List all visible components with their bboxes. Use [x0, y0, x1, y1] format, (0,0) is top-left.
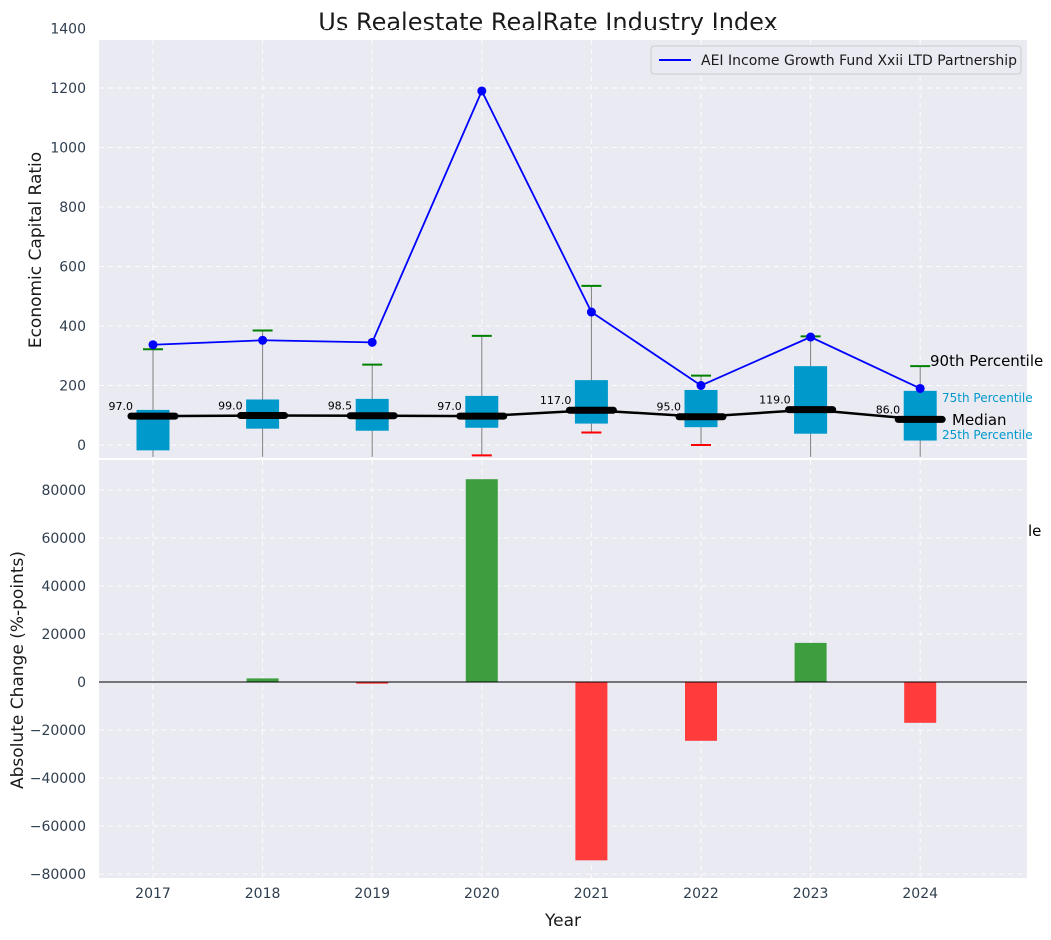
median-value-label: 99.0 — [218, 400, 243, 413]
x-tick-label: 2021 — [574, 886, 610, 902]
bottom-y-tick-label: 60000 — [41, 531, 86, 547]
top-y-tick-label: 1200 — [50, 81, 86, 97]
annotation-75th-percentile: 75th Percentile — [942, 391, 1033, 405]
x-tick-label: 2020 — [464, 886, 500, 902]
bottom-y-tick-label: 80000 — [41, 483, 86, 499]
x-tick-label: 2018 — [245, 886, 281, 902]
bottom-y-tick-label: 40000 — [41, 579, 86, 595]
top-y-tick-label: 200 — [59, 379, 86, 395]
median-value-label: 86.0 — [876, 403, 901, 416]
bottom-y-tick-label: −60000 — [30, 819, 86, 835]
x-tick-label: 2022 — [683, 886, 719, 902]
bottom-plot-area — [99, 460, 1027, 878]
legend: AEI Income Growth Fund Xxii LTD Partners… — [650, 45, 1022, 75]
annotation-clipped: le — [1028, 522, 1041, 540]
median-value-label: 119.0 — [759, 394, 791, 407]
top-y-tick-label: 1400 — [50, 22, 86, 38]
median-value-label: 117.0 — [540, 394, 572, 407]
top-y-tick-label: 0 — [77, 438, 86, 454]
change-bar — [356, 682, 389, 684]
interquartile-box — [465, 395, 499, 428]
change-bar — [246, 678, 279, 682]
legend-label: AEI Income Growth Fund Xxii LTD Partners… — [701, 53, 1017, 69]
annotation-median: Median — [952, 411, 1007, 429]
median-value-label: 95.0 — [657, 401, 682, 414]
company-series-line — [152, 88, 921, 390]
company-data-point — [148, 340, 158, 350]
median-value-label: 97.0 — [437, 400, 462, 413]
company-data-point — [477, 86, 487, 96]
bottom-y-tick-label: −80000 — [30, 867, 86, 883]
change-bar — [685, 682, 717, 741]
x-tick-label: 2023 — [793, 886, 829, 902]
top-y-tick-label: 600 — [59, 260, 86, 276]
change-bar — [904, 682, 937, 723]
annotation-90th-percentile: 90th Percentile — [930, 352, 1043, 370]
company-data-point — [915, 383, 925, 393]
company-data-point — [806, 332, 816, 342]
top-y-tick-label: 400 — [59, 319, 86, 335]
chart-title: Us Realestate RealRate Industry Index — [318, 8, 777, 36]
interquartile-box — [684, 389, 718, 428]
median-value-label: 97.0 — [109, 400, 134, 413]
interquartile-box — [574, 380, 608, 424]
change-bar — [465, 479, 498, 682]
bottom-y-tick-label: −20000 — [30, 723, 86, 739]
annotation-25th-percentile: 25th Percentile — [942, 428, 1033, 442]
company-data-point — [586, 307, 596, 317]
x-tick-label: 2024 — [902, 886, 938, 902]
x-tick-label: 2017 — [135, 886, 171, 902]
interquartile-box — [794, 366, 828, 434]
company-data-point — [696, 381, 706, 390]
top-y-axis-label: Economic Capital Ratio — [26, 152, 46, 348]
bottom-y-tick-label: 0 — [77, 675, 86, 691]
interquartile-box — [903, 390, 937, 441]
bottom-y-tick-label: 20000 — [41, 627, 86, 643]
company-data-point — [258, 335, 268, 345]
top-y-tick-label: 1000 — [50, 141, 86, 157]
x-axis-label: Year — [544, 911, 581, 931]
median-value-label: 98.5 — [328, 400, 353, 413]
change-bar — [575, 682, 608, 861]
top-plot-area — [99, 40, 1027, 458]
change-bar — [794, 642, 827, 682]
top-y-tick-label: 800 — [59, 200, 86, 216]
company-data-point — [367, 337, 377, 347]
bottom-y-axis-label: Absolute Change (%-points) — [8, 551, 28, 789]
x-tick-label: 2019 — [354, 886, 390, 902]
bottom-y-tick-label: −40000 — [30, 771, 86, 787]
